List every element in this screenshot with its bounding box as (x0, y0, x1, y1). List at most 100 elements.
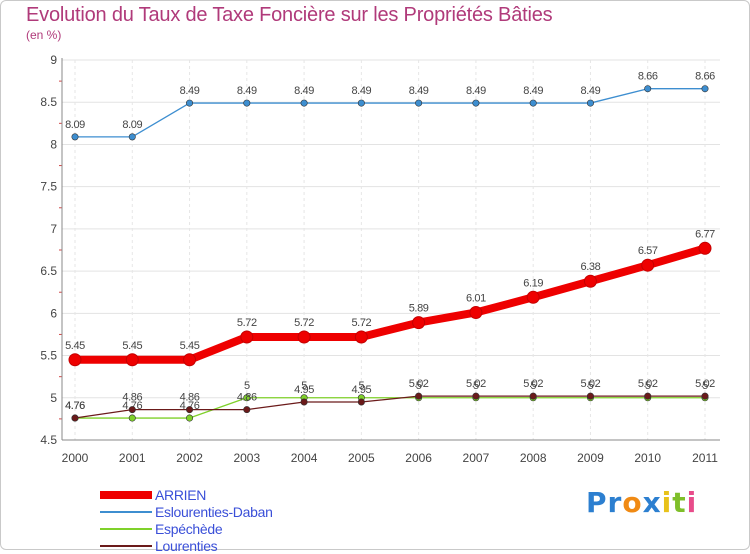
data-point-arrien (583, 274, 597, 288)
legend-item-espechede: Espéchède (100, 520, 273, 537)
data-label-espechede: 5 (645, 380, 651, 392)
data-point-arrien (641, 258, 655, 272)
data-label-lourenties: 4.86 (237, 392, 257, 404)
x-tick-label: 2003 (233, 451, 260, 465)
data-label-arrien: 5.72 (294, 317, 314, 329)
data-label-espechede: 5 (416, 380, 422, 392)
data-point-eslourenties-daban (300, 99, 308, 107)
logo-letter: i (661, 486, 673, 519)
legend-label-eslourenties-daban: Eslourenties-Daban (155, 503, 273, 520)
data-label-arrien: 6.38 (581, 261, 601, 273)
data-label-eslourenties-daban: 8.49 (351, 85, 371, 97)
data-label-lourenties: 4.95 (294, 384, 314, 396)
data-point-eslourenties-daban (357, 99, 365, 107)
proxiti-logo: Proxiti (586, 486, 697, 519)
data-label-eslourenties-daban: 8.49 (466, 85, 486, 97)
data-point-arrien (526, 290, 540, 304)
y-tick-label: 9 (50, 53, 57, 67)
data-label-espechede: 5 (244, 380, 250, 392)
y-tick-label: 5 (50, 391, 57, 405)
data-point-arrien (698, 241, 712, 255)
logo-letter: o (622, 486, 643, 519)
data-label-eslourenties-daban: 8.49 (581, 85, 601, 97)
data-point-arrien (183, 353, 197, 367)
y-tick-label: 6.5 (40, 264, 57, 278)
legend-swatch-arrien (100, 490, 152, 499)
legend-item-lourenties: Lourenties (100, 537, 273, 554)
data-label-eslourenties-daban: 8.49 (237, 85, 257, 97)
data-label-arrien: 5.72 (237, 317, 257, 329)
x-tick-label: 2009 (577, 451, 604, 465)
data-label-arrien: 6.57 (638, 245, 658, 257)
data-point-lourenties (71, 414, 79, 422)
data-label-espechede: 5 (588, 380, 594, 392)
data-point-lourenties (186, 406, 194, 414)
legend-label-arrien: ARRIEN (155, 486, 207, 503)
data-point-lourenties (415, 392, 423, 400)
data-point-eslourenties-daban (586, 99, 594, 107)
x-tick-label: 2006 (405, 451, 432, 465)
data-point-lourenties (472, 392, 480, 400)
logo-letter: t (672, 486, 687, 519)
logo-letter: P (586, 486, 608, 519)
data-label-eslourenties-daban: 8.66 (695, 71, 715, 83)
legend-swatch-espechede (100, 527, 152, 530)
y-tick-label: 4.5 (40, 433, 57, 447)
data-point-arrien (240, 330, 254, 344)
data-point-arrien (469, 305, 483, 319)
data-point-lourenties (586, 392, 594, 400)
data-point-arrien (125, 353, 139, 367)
y-tick-label: 8.5 (40, 95, 57, 109)
data-point-eslourenties-daban (243, 99, 251, 107)
data-point-lourenties (243, 406, 251, 414)
y-tick-label: 7 (50, 222, 57, 236)
data-label-espechede: 5 (702, 380, 708, 392)
legend-label-lourenties: Lourenties (155, 537, 218, 554)
legend-swatch-eslourenties-daban (100, 510, 152, 513)
data-point-eslourenties-daban (701, 85, 709, 93)
logo-letter: x (642, 486, 662, 519)
data-label-arrien: 5.45 (65, 340, 85, 352)
data-label-arrien: 5.72 (351, 317, 371, 329)
data-point-arrien (297, 330, 311, 344)
data-label-lourenties: 5.02 (409, 378, 429, 390)
x-tick-label: 2005 (348, 451, 375, 465)
data-label-lourenties: 5.02 (581, 378, 601, 390)
data-label-lourenties: 4.86 (122, 392, 142, 404)
data-label-arrien: 6.01 (466, 292, 486, 304)
data-point-espechede (128, 414, 136, 422)
data-point-espechede (243, 394, 251, 402)
y-tick-label: 5.5 (40, 349, 57, 363)
y-tick-label: 6 (50, 306, 57, 320)
data-point-arrien (354, 330, 368, 344)
data-label-lourenties: 5.02 (638, 378, 658, 390)
data-label-arrien: 5.89 (409, 303, 429, 315)
data-label-eslourenties-daban: 8.49 (294, 85, 314, 97)
chart-title: Evolution du Taux de Taxe Foncière sur l… (26, 4, 553, 26)
data-label-arrien: 6.19 (523, 277, 543, 289)
chart-subtitle: (en %) (26, 28, 62, 42)
data-point-eslourenties-daban (529, 99, 537, 107)
y-tick-label: 8 (50, 137, 57, 151)
series-line-arrien (71, 244, 709, 364)
legend-label-espechede: Espéchède (155, 520, 223, 537)
legend-swatch-lourenties (100, 544, 152, 547)
data-label-eslourenties-daban: 8.49 (523, 85, 543, 97)
data-label-arrien: 6.77 (695, 228, 715, 240)
data-point-eslourenties-daban (415, 99, 423, 107)
x-tick-label: 2004 (291, 451, 318, 465)
logo-letter: i (686, 486, 698, 519)
data-point-eslourenties-daban (186, 99, 194, 107)
data-label-lourenties: 5.02 (523, 378, 543, 390)
data-label-lourenties: 4.86 (180, 392, 200, 404)
legend: ARRIEN Eslourenties-Daban Espéchède Lour… (100, 486, 273, 554)
x-tick-label: 2007 (463, 451, 490, 465)
data-label-eslourenties-daban: 8.09 (65, 119, 85, 131)
data-point-arrien (412, 316, 426, 330)
series-line-lourenties (74, 395, 706, 419)
data-label-espechede: 5 (473, 380, 479, 392)
x-tick-label: 2001 (119, 451, 146, 465)
x-tick-label: 2002 (176, 451, 203, 465)
x-tick-label: 2008 (520, 451, 547, 465)
data-label-lourenties: 4.95 (351, 384, 371, 396)
